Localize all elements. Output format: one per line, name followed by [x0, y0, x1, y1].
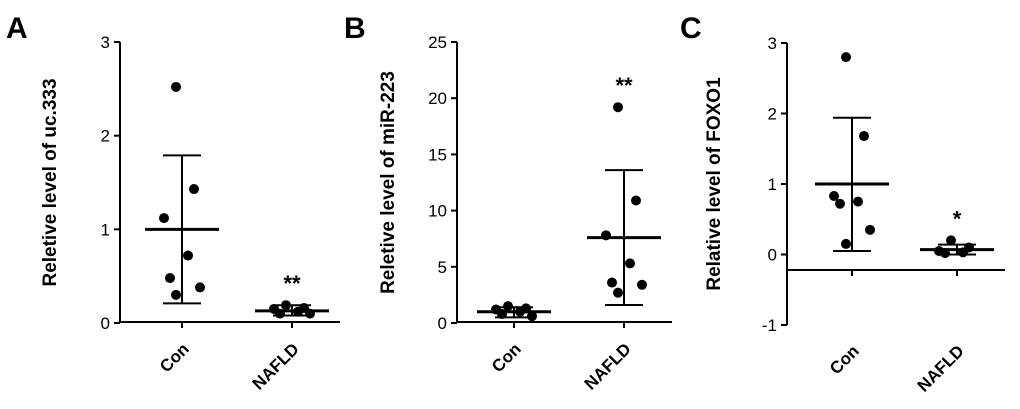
data-point [165, 273, 175, 284]
y-tick-label: 15 [428, 145, 447, 164]
group-nafld: ** [587, 73, 661, 307]
significance-label: ** [615, 73, 633, 98]
category-label: NAFLD [249, 339, 303, 393]
y-tick-label: 0 [768, 246, 777, 265]
y-tick-label: 25 [428, 33, 447, 52]
significance-label: * [953, 206, 962, 231]
data-point [159, 213, 169, 224]
data-point [637, 279, 647, 290]
data-point [613, 287, 623, 298]
data-point [841, 52, 851, 63]
group-con [145, 81, 219, 305]
y-tick-label: 2 [101, 127, 110, 146]
data-point [841, 238, 851, 249]
y-tick-label: 1 [768, 175, 777, 194]
data-point [829, 190, 839, 201]
group-con [477, 301, 551, 322]
y-tick-label: 5 [438, 258, 447, 277]
data-point [613, 102, 623, 113]
group-con [815, 52, 889, 252]
y-tick-label: 3 [768, 34, 777, 53]
panel-letter-a: A [6, 12, 28, 45]
plots: 0 1 2 3 Reletive level of uc.333 Con NAFLD ** 0 5… [40, 33, 1005, 396]
panel-letter-b: B [344, 12, 366, 45]
y-tick-label: -1 [762, 316, 777, 335]
data-point [853, 196, 863, 207]
significance-label: ** [283, 271, 301, 296]
category-label: Con [488, 339, 525, 376]
panel-c: -1 0 1 2 3 Relative level of FOXO1 Con NAFLD * [704, 34, 1005, 396]
y-axis-title: Reletive level of uc.333 [40, 78, 61, 286]
y-tick-label: 0 [438, 314, 447, 333]
data-point [625, 258, 635, 269]
data-point [171, 81, 181, 92]
panel-letter-c: C [680, 12, 702, 45]
y-tick-label: 10 [428, 202, 447, 221]
data-point [171, 289, 181, 300]
category-label: Con [826, 341, 863, 378]
data-point [946, 235, 956, 246]
data-point [835, 198, 845, 209]
group-nafld: ** [255, 271, 329, 319]
group-nafld: * [920, 206, 994, 259]
data-point [195, 282, 205, 293]
y-tick-label: 20 [428, 89, 447, 108]
panel-b: 0 5 10 15 20 25 Reletive level of miR-223 Con NA… [378, 33, 672, 394]
data-point [865, 224, 875, 235]
data-point [859, 131, 869, 142]
y-tick-label: 3 [101, 33, 110, 52]
y-tick-label: 2 [768, 105, 777, 124]
data-point [183, 250, 193, 261]
y-tick-label: 0 [101, 314, 110, 333]
data-point [189, 184, 199, 195]
data-point [631, 195, 641, 206]
y-tick-label: 1 [101, 220, 110, 239]
data-point [527, 311, 537, 322]
panel-a: 0 1 2 3 Reletive level of uc.333 Con NAFLD ** [40, 33, 340, 394]
category-label: NAFLD [914, 341, 968, 395]
y-axis-title: Relative level of FOXO1 [704, 77, 725, 291]
data-point [607, 277, 617, 288]
category-label: Con [156, 339, 193, 376]
category-label: NAFLD [581, 339, 635, 393]
data-point [503, 301, 513, 312]
y-axis-title: Reletive level of miR-223 [378, 71, 399, 294]
